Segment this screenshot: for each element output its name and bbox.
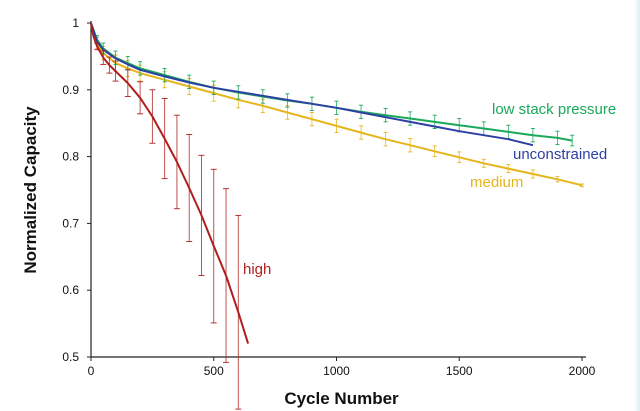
series-label-unconstrained: unconstrained xyxy=(513,146,607,163)
series-label-medium: medium xyxy=(470,174,523,191)
y-tick-label: 0.5 xyxy=(62,350,79,364)
y-tick-label: 0.9 xyxy=(62,83,79,97)
y-tick-label: 1 xyxy=(72,16,79,30)
series-unconstrained xyxy=(90,22,534,147)
y-tick-label: 0.8 xyxy=(62,150,79,164)
series-line-unconstrained xyxy=(90,22,534,147)
series-layer xyxy=(90,22,584,410)
series-high xyxy=(90,22,250,410)
y-ticks: 0.5 0.6 0.7 0.8 0.9 1 xyxy=(62,16,91,364)
series-label-low-stack-pressure: low stack pressure xyxy=(492,101,616,118)
edge-decoration xyxy=(634,0,640,411)
series-line-high xyxy=(90,22,250,344)
x-tick-label: 1000 xyxy=(323,364,350,378)
x-tick-label: 1500 xyxy=(446,364,473,378)
series-labels: low stack pressure unconstrained medium … xyxy=(243,101,616,278)
x-axis-title: Cycle Number xyxy=(284,389,399,408)
axes: 0 500 1000 1500 2000 0.5 0.6 0.7 0.8 0.9 1 xyxy=(62,16,595,378)
y-tick-label: 0.7 xyxy=(62,216,79,230)
x-tick-label: 0 xyxy=(88,364,95,378)
series-line-medium xyxy=(90,22,583,187)
y-axis-title: Normalized Capacity xyxy=(21,106,40,274)
x-ticks: 0 500 1000 1500 2000 xyxy=(88,357,596,378)
x-tick-label: 2000 xyxy=(569,364,596,378)
series-low-stack-pressure xyxy=(90,22,575,147)
y-tick-label: 0.6 xyxy=(62,283,79,297)
series-label-high: high xyxy=(243,261,271,278)
x-tick-label: 500 xyxy=(204,364,224,378)
